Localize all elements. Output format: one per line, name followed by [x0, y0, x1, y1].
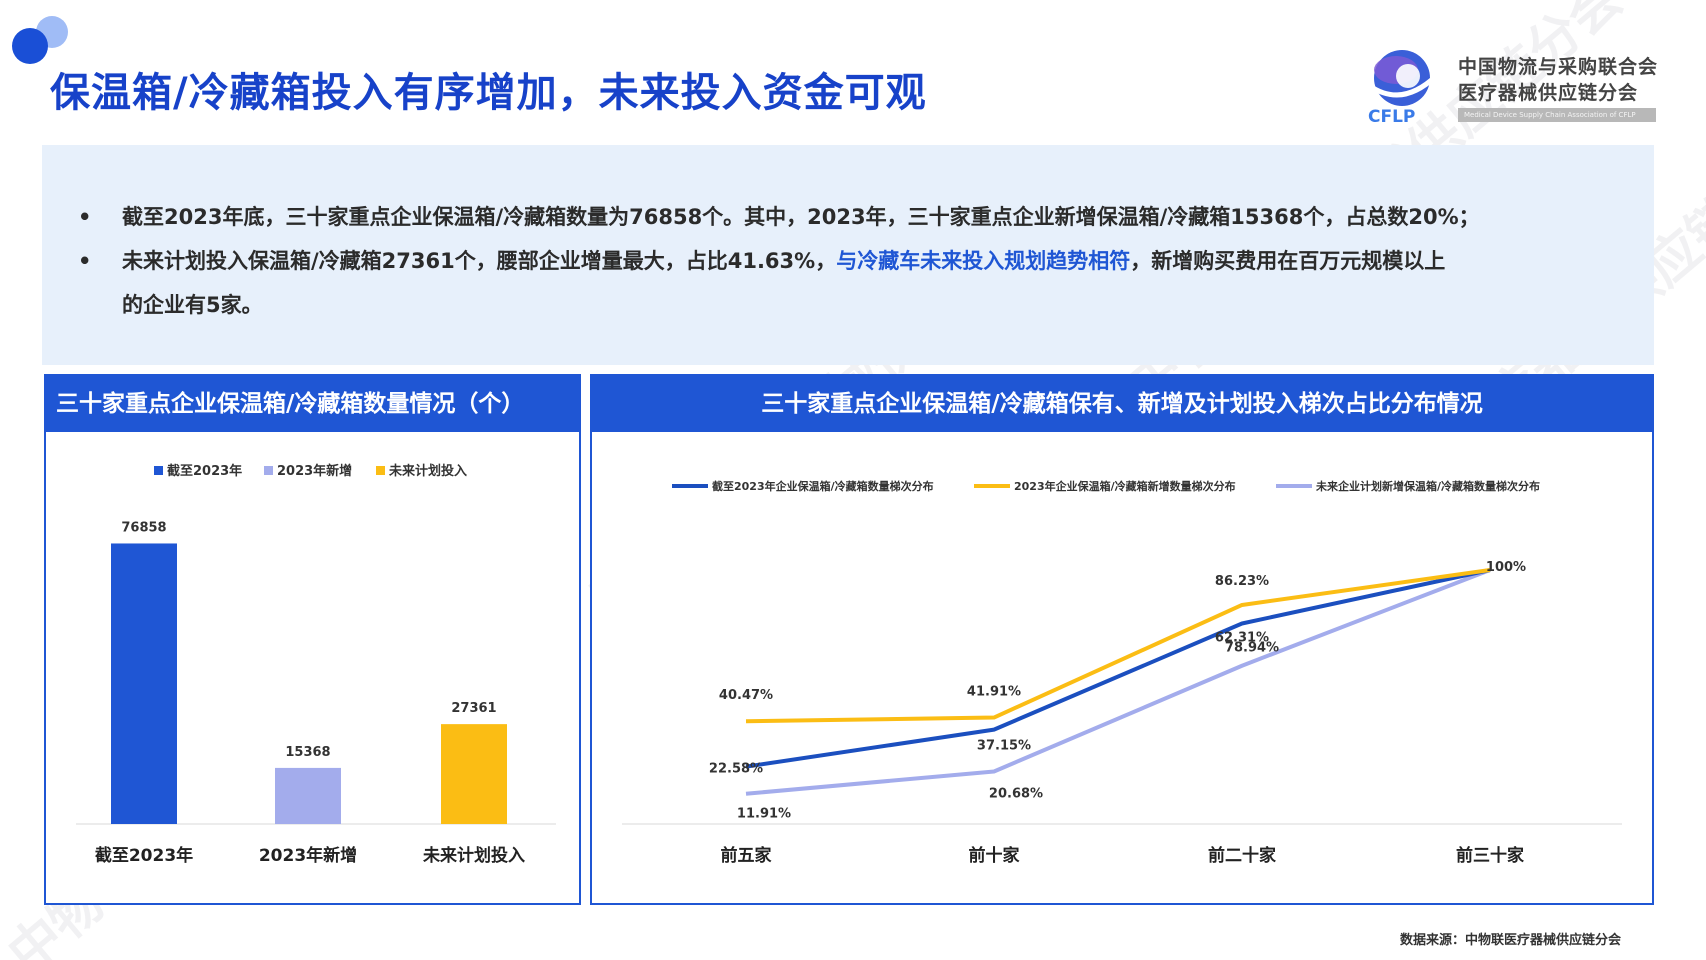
bar: [441, 724, 507, 824]
summary-line-2-highlight: 与冷藏车未来投入规划趋势相符: [836, 249, 1131, 273]
x-tick-label: 未来计划投入: [422, 845, 525, 866]
legend-swatch: [376, 466, 385, 475]
legend-label: 截至2023年: [167, 463, 242, 479]
data-label: 11.91%: [737, 807, 791, 822]
bar-value-label: 15368: [285, 745, 330, 760]
logo-abbr: CFLP: [1368, 107, 1415, 126]
bar-chart: 截至2023年 2023年新增 未来计划投入76858截至2023年15368202…: [76, 463, 556, 866]
bullet-dot: •: [78, 249, 92, 273]
data-label: 86.23%: [1215, 574, 1269, 589]
summary-box: • 截至2023年底，三十家重点企业保温箱/冷藏箱数量为76858个。其中，20…: [42, 145, 1654, 365]
data-label: 41.91%: [967, 685, 1021, 700]
decorative-dots: [10, 14, 70, 74]
decorative-dot-dark: [12, 28, 48, 64]
line-chart: 截至2023年企业保温箱/冷藏箱数量梯次分布 2023年企业保温箱/冷藏箱新增数量…: [622, 479, 1622, 866]
x-tick-label: 2023年新增: [259, 845, 357, 866]
x-tick-label: 前十家: [969, 845, 1020, 866]
bar: [275, 767, 341, 824]
bar-value-label: 76858: [121, 520, 166, 535]
bullet-dot: •: [78, 205, 92, 229]
line-chart-title: 三十家重点企业保温箱/冷藏箱保有、新增及计划投入梯次占比分布情况: [592, 376, 1652, 432]
x-tick-label: 前二十家: [1208, 845, 1276, 866]
summary-line-2: 未来计划投入保温箱/冷藏箱27361个，腰部企业增量最大，占比41.63%，与冷…: [122, 239, 1445, 283]
line-chart-panel: 三十家重点企业保温箱/冷藏箱保有、新增及计划投入梯次占比分布情况 截至2023年…: [590, 374, 1654, 905]
x-tick-label: 前三十家: [1456, 845, 1524, 866]
cflp-logo: CFLP 中国物流与采购联合会 医疗器械供应链分会 Medical Device…: [1362, 46, 1680, 130]
data-label: 20.68%: [989, 786, 1043, 801]
data-label: 78.94%: [1225, 640, 1279, 655]
legend-label: 截至2023年企业保温箱/冷藏箱数量梯次分布: [712, 479, 934, 493]
summary-line-3: 的企业有5家。: [122, 293, 263, 317]
legend-label: 2023年新增: [277, 463, 352, 479]
page-title: 保温箱/冷藏箱投入有序增加，未来投入资金可观: [50, 70, 927, 116]
logo-name-line2: 医疗器械供应链分会: [1458, 82, 1639, 104]
series-line: [745, 568, 1491, 769]
x-tick-label: 截至2023年: [95, 845, 193, 866]
legend-swatch: [264, 466, 273, 475]
data-label: 62.31%: [1215, 631, 1269, 646]
legend-label: 2023年企业保温箱/冷藏箱新增数量梯次分布: [1014, 479, 1236, 493]
cflp-globe-icon: CFLP: [1368, 50, 1438, 126]
data-label: 100%: [1486, 560, 1526, 575]
series-line: [745, 568, 1491, 796]
bar-chart-panel: 三十家重点企业保温箱/冷藏箱数量情况（个） 截至2023年 2023年新增 未来计划…: [44, 374, 581, 905]
logo-name-line1: 中国物流与采购联合会: [1458, 56, 1659, 78]
bar-chart-title: 三十家重点企业保温箱/冷藏箱数量情况（个）: [46, 376, 579, 432]
x-tick-label: 前五家: [721, 845, 772, 866]
legend-swatch: [154, 466, 163, 475]
logo-english-name: Medical Device Supply Chain Association …: [1458, 108, 1656, 122]
bar: [111, 543, 177, 824]
summary-line-2-post: ，新增购买费用在百万元规模以上: [1130, 249, 1446, 273]
data-source: 数据来源：中物联医疗器械供应链分会: [1400, 933, 1622, 948]
summary-line-1: 截至2023年底，三十家重点企业保温箱/冷藏箱数量为76858个。其中，2023…: [122, 205, 1480, 229]
data-label: 40.47%: [719, 688, 773, 703]
legend-label: 未来计划投入: [388, 463, 467, 479]
data-label: 22.58%: [709, 762, 763, 777]
series-line: [745, 568, 1491, 724]
bar-value-label: 27361: [451, 701, 496, 716]
summary-line-2-pre: 未来计划投入保温箱/冷藏箱27361个，腰部企业增量最大，占比41.63%，: [122, 249, 837, 273]
legend-label: 未来企业计划新增保温箱/冷藏箱数量梯次分布: [1315, 479, 1540, 493]
data-label: 37.15%: [977, 739, 1031, 754]
